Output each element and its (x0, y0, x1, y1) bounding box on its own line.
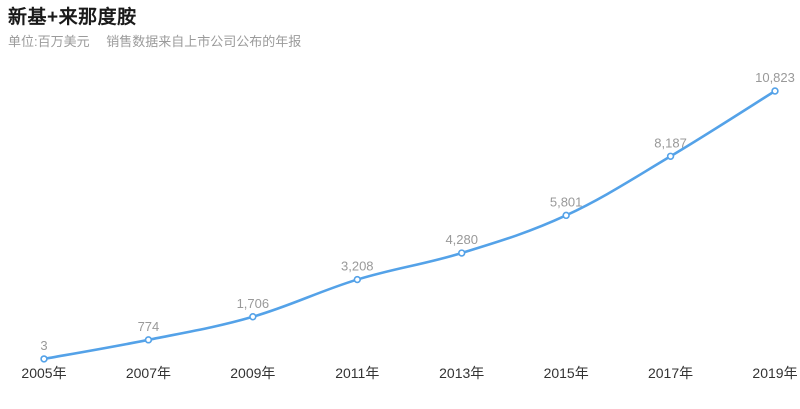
data-label: 1,706 (237, 296, 270, 311)
data-point (562, 211, 570, 220)
chart-header: 新基+来那度胺 单位:百万美元 销售数据来自上市公司公布的年报 (8, 6, 301, 49)
chart-title: 新基+来那度胺 (8, 7, 137, 28)
data-point (458, 249, 466, 257)
data-label: 8,187 (654, 135, 687, 150)
data-point (771, 87, 779, 95)
chart-subtitle: 单位:百万美元 销售数据来自上市公司公布的年报 (8, 34, 302, 49)
data-label: 774 (138, 319, 160, 334)
x-axis-label: 2009年 (230, 365, 275, 381)
data-label: 3,208 (341, 259, 374, 274)
data-label: 4,280 (445, 232, 478, 247)
x-axis-label: 2017年 (648, 365, 693, 381)
x-axis-label: 2005年 (21, 365, 66, 381)
x-axis-label: 2013年 (439, 365, 484, 381)
x-axis-label: 2019年 (752, 365, 797, 381)
data-label: 5,801 (550, 194, 583, 209)
data-point (249, 313, 257, 321)
data-label: 10,823 (755, 70, 795, 85)
data-point (144, 336, 153, 344)
x-axis-label: 2015年 (544, 365, 589, 381)
data-point (666, 152, 675, 160)
x-axis-label: 2007年 (126, 365, 171, 381)
x-axis-label: 2011年 (335, 365, 379, 381)
series-line (42, 89, 777, 361)
data-point (40, 355, 48, 363)
data-point (353, 275, 361, 284)
data-label: 3 (40, 338, 47, 353)
